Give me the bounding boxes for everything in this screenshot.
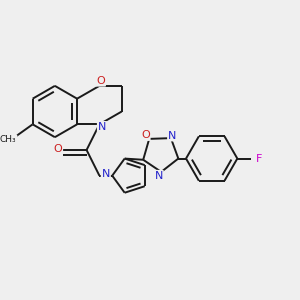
Text: N: N [168,130,176,141]
Text: N: N [154,171,163,181]
Text: N: N [102,169,110,178]
Text: O: O [96,76,105,86]
Text: CH₃: CH₃ [0,135,16,144]
Text: N: N [98,122,106,132]
Text: O: O [141,130,150,140]
Text: O: O [53,144,62,154]
Text: F: F [255,154,262,164]
